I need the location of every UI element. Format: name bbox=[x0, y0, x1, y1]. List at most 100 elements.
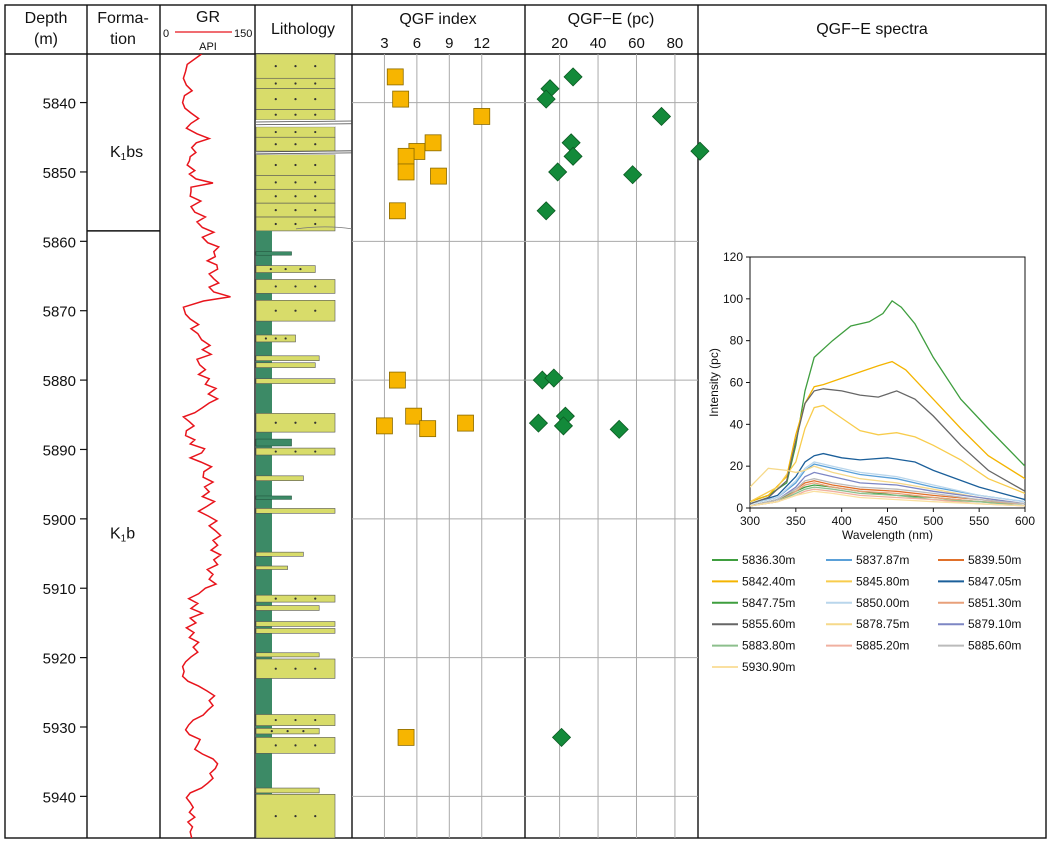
sand-grain-dot bbox=[314, 181, 317, 184]
sand-grain-dot bbox=[314, 597, 317, 600]
legend-label: 5839.50m bbox=[968, 553, 1021, 567]
sand-grain-dot bbox=[274, 309, 277, 312]
sandstone-bed bbox=[255, 378, 336, 384]
spectra-x-tick-label: 600 bbox=[1015, 514, 1035, 528]
qgfe-header: QGF−E (pc) bbox=[568, 11, 655, 28]
qgfe-point bbox=[563, 146, 583, 166]
spectra-x-tick-label: 450 bbox=[877, 514, 897, 528]
sand-grain-dot bbox=[294, 718, 297, 722]
legend-label: 5930.90m bbox=[742, 660, 795, 674]
bed-break-line bbox=[255, 152, 353, 155]
legend-label: 5842.40m bbox=[742, 574, 795, 588]
spectra-legend: 5836.30m 5837.87m 5839.50m 5842.40m 5845.80m… bbox=[712, 553, 1021, 674]
legend-label: 5883.80m bbox=[742, 639, 795, 653]
sand-grain-dot bbox=[314, 130, 317, 134]
sand-grain-dot bbox=[274, 65, 277, 68]
sand-grain-dot bbox=[264, 337, 267, 340]
sand-grain-dot bbox=[274, 130, 277, 134]
spectra-x-tick-label: 400 bbox=[832, 514, 852, 528]
sandstone-bed bbox=[255, 565, 288, 570]
sand-grain-dot bbox=[314, 718, 317, 722]
depth-tick-label: 5910 bbox=[43, 581, 76, 598]
sand-grain-dot bbox=[274, 718, 277, 722]
gr-scale-unit: API bbox=[199, 41, 217, 53]
sand-grain-dot bbox=[294, 450, 297, 453]
spectra-y-tick-label: 40 bbox=[730, 417, 744, 431]
formation-main: K bbox=[110, 526, 121, 543]
sand-grain-dot bbox=[274, 421, 277, 424]
spectra-series-line bbox=[750, 388, 1025, 505]
qgfe-point bbox=[623, 165, 643, 185]
qgf-point bbox=[392, 90, 410, 108]
sandstone-bed bbox=[255, 652, 320, 658]
sandstone-bed bbox=[255, 475, 304, 481]
formation-sub: 1 bbox=[121, 152, 127, 163]
sand-grain-dot bbox=[294, 597, 297, 600]
sandstone-bed bbox=[255, 355, 320, 361]
sand-grain-dot bbox=[274, 97, 277, 101]
qgf-point bbox=[473, 108, 491, 125]
formation-label: K1b bbox=[110, 526, 135, 545]
sand-grain-dot bbox=[294, 65, 297, 68]
sand-grain-dot bbox=[269, 267, 272, 271]
sand-grain-dot bbox=[274, 667, 277, 670]
sand-grain-dot bbox=[274, 450, 277, 453]
qgf-point bbox=[457, 414, 474, 432]
spectra-header: QGF−E spectra bbox=[816, 21, 928, 38]
qgf-point bbox=[430, 167, 447, 185]
sand-grain-dot bbox=[314, 421, 317, 424]
qgfe-point bbox=[548, 162, 568, 182]
qgfe-point bbox=[609, 419, 629, 439]
sand-grain-dot bbox=[274, 285, 277, 288]
qgfe-point bbox=[536, 201, 556, 221]
legend-label: 5850.00m bbox=[856, 596, 909, 610]
qgfe-spectra-chart: 300 350 400 450 500 550 600 0 20 40 60 80 100 120 Wave… bbox=[707, 250, 1035, 674]
spectra-x-label: Wavelength (nm) bbox=[842, 528, 933, 542]
qgf-point bbox=[386, 68, 404, 86]
sand-grain-dot bbox=[274, 597, 277, 600]
sand-grain-dot bbox=[314, 97, 317, 101]
spectra-y-tick-label: 120 bbox=[723, 250, 743, 264]
spectra-y-tick-label: 80 bbox=[730, 334, 744, 348]
depth-axis: 5840 5850 5860 5870 5880 5890 5900 5910 5920 5930… bbox=[43, 96, 87, 806]
qgf-point bbox=[389, 202, 406, 220]
spectra-series-line bbox=[750, 478, 1025, 507]
gr-curve bbox=[181, 54, 231, 838]
sand-grain-dot bbox=[274, 163, 277, 167]
sand-grain-dot bbox=[294, 744, 297, 747]
legend-label: 5836.30m bbox=[742, 553, 795, 567]
sand-grain-dot bbox=[294, 309, 297, 312]
x-tick-label: 80 bbox=[667, 35, 684, 52]
sand-grain-dot bbox=[314, 815, 317, 818]
mudstone-bed bbox=[255, 251, 292, 256]
gr-header-title: GR bbox=[196, 9, 220, 26]
qgfe-point bbox=[536, 89, 556, 109]
qgfe-point bbox=[544, 368, 564, 388]
spectra-series-line bbox=[750, 404, 1025, 503]
sand-grain-dot bbox=[314, 113, 317, 116]
sand-grain-dot bbox=[294, 209, 297, 212]
spectra-x-tick-label: 350 bbox=[786, 514, 806, 528]
sand-grain-dot bbox=[314, 222, 317, 226]
x-tick-label: 12 bbox=[473, 35, 490, 52]
depth-tick-label: 5880 bbox=[43, 373, 76, 390]
sand-grain-dot bbox=[314, 309, 317, 312]
spectra-series-line bbox=[750, 490, 1025, 507]
qgf-point bbox=[424, 134, 442, 152]
sand-grain-dot bbox=[274, 744, 277, 747]
legend-label: 5851.30m bbox=[968, 596, 1021, 610]
spectra-x-tick-label: 500 bbox=[923, 514, 943, 528]
x-tick-label: 6 bbox=[413, 35, 421, 52]
qgfe-point bbox=[528, 413, 549, 433]
depth-header-line1: Depth bbox=[25, 10, 68, 27]
legend-label: 5845.80m bbox=[856, 574, 909, 588]
sand-grain-dot bbox=[314, 65, 317, 68]
qgf-index-header: QGF index bbox=[399, 11, 476, 28]
bed-break-line bbox=[255, 150, 353, 153]
formation-sub: 1 bbox=[121, 534, 127, 545]
sandstone-bed bbox=[255, 787, 320, 794]
depth-tick-label: 5870 bbox=[43, 304, 76, 321]
lithology-header: Lithology bbox=[271, 21, 335, 38]
legend-label: 5879.10m bbox=[968, 617, 1021, 631]
